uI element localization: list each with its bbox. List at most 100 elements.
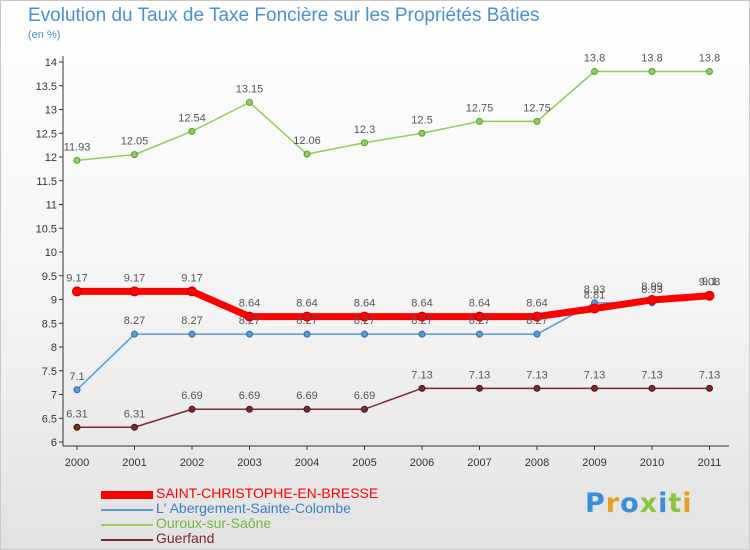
data-label: 6.69 xyxy=(239,390,260,402)
data-label: 8.93 xyxy=(641,284,662,296)
x-tick-label: 2008 xyxy=(525,457,549,469)
x-tick-label: 2011 xyxy=(698,457,722,469)
data-point xyxy=(188,330,196,338)
data-point xyxy=(418,129,426,137)
x-tick-label: 2000 xyxy=(65,457,89,469)
data-point xyxy=(73,423,81,431)
x-tick-label: 2003 xyxy=(237,457,261,469)
x-tick-label: 2005 xyxy=(352,457,376,469)
y-tick-label: 10 xyxy=(45,247,57,259)
series-line xyxy=(76,294,711,391)
data-label: 8.64 xyxy=(354,298,375,310)
legend-label: SAINT-CHRISTOPHE-EN-BRESSE xyxy=(156,485,379,501)
legend-swatch xyxy=(101,491,153,499)
data-point xyxy=(417,311,427,322)
data-point xyxy=(246,98,253,106)
data-label: 12.75 xyxy=(523,102,551,114)
y-tick-label: 9 xyxy=(51,295,57,307)
data-label: 9.17 xyxy=(181,272,202,284)
y-tick-label: 12.5 xyxy=(36,128,57,140)
data-point xyxy=(476,384,483,392)
y-tick-label: 12 xyxy=(45,152,57,164)
data-point xyxy=(73,156,81,164)
data-point xyxy=(589,303,600,314)
data-point xyxy=(188,405,196,413)
data-label: 8.27 xyxy=(124,315,145,327)
y-tick-label: 8 xyxy=(51,342,57,354)
data-label: 8.27 xyxy=(181,315,202,327)
data-label: 9.17 xyxy=(66,272,87,284)
y-tick-label: 13.5 xyxy=(36,81,57,93)
data-label: 8.64 xyxy=(469,298,490,310)
data-label: 12.3 xyxy=(354,124,375,136)
data-label: 7.13 xyxy=(469,369,490,381)
data-label: 8.93 xyxy=(584,284,605,296)
data-label: 12.05 xyxy=(121,136,149,148)
data-point xyxy=(246,405,253,413)
data-label: 6.31 xyxy=(124,408,145,420)
data-label: 12.06 xyxy=(293,135,321,147)
data-point xyxy=(533,384,541,392)
y-tick-label: 7.5 xyxy=(42,366,57,378)
y-tick-label: 6.5 xyxy=(42,413,57,425)
y-tick-label: 10.5 xyxy=(36,223,57,235)
series-line xyxy=(76,387,711,429)
x-tick-label: 2009 xyxy=(582,457,606,469)
data-label: 13.8 xyxy=(641,53,662,65)
data-point xyxy=(131,423,138,431)
data-label: 12.54 xyxy=(178,112,206,124)
data-point xyxy=(647,294,657,305)
data-label: 7.13 xyxy=(584,369,605,381)
y-tick-label: 9.5 xyxy=(42,271,57,283)
data-point xyxy=(706,384,713,392)
chart-title: Evolution du Taux de Taxe Foncière sur l… xyxy=(28,5,540,26)
data-point xyxy=(418,330,426,338)
y-tick-label: 14 xyxy=(45,57,57,69)
data-label: 8.27 xyxy=(526,315,547,327)
data-label: 6.69 xyxy=(296,390,317,402)
legend-swatch xyxy=(101,509,153,511)
data-label: 8.64 xyxy=(239,298,260,310)
data-label: 8.27 xyxy=(469,315,490,327)
data-point xyxy=(361,405,368,413)
legend-swatch xyxy=(101,524,153,526)
data-point xyxy=(129,286,140,297)
y-tick-label: 11.5 xyxy=(36,176,57,188)
data-label: 7.13 xyxy=(641,369,662,381)
data-point xyxy=(706,68,713,75)
y-unit-label: (en %) xyxy=(28,29,61,41)
x-tick-label: 2002 xyxy=(180,457,204,469)
legend-swatch xyxy=(101,539,153,541)
data-point xyxy=(303,405,311,413)
x-tick-label: 2007 xyxy=(467,457,491,469)
data-label: 8.27 xyxy=(296,315,317,327)
data-label: 8.27 xyxy=(411,315,432,327)
data-label: 7.13 xyxy=(411,369,432,381)
x-tick-label: 2001 xyxy=(122,457,146,469)
data-label: 8.64 xyxy=(526,298,547,310)
data-point xyxy=(246,330,253,338)
x-tick-label: 2006 xyxy=(410,457,434,469)
data-label: 6.31 xyxy=(66,408,87,420)
data-label: 9.1 xyxy=(702,276,717,288)
data-label: 11.93 xyxy=(64,141,91,153)
legend-label: Guerfand xyxy=(156,530,215,546)
data-label: 8.81 xyxy=(584,290,605,302)
y-tick-label: 11 xyxy=(46,200,57,212)
data-point xyxy=(476,117,483,125)
data-point xyxy=(303,150,311,158)
proxiti-logo: Proxiti xyxy=(585,488,693,519)
data-point xyxy=(361,330,368,338)
data-point xyxy=(591,384,598,392)
data-label: 12.5 xyxy=(411,114,432,126)
data-label: 13.8 xyxy=(699,53,720,65)
y-tick-label: 13 xyxy=(45,105,57,117)
x-tick-label: 2010 xyxy=(640,457,664,469)
data-point xyxy=(73,386,81,394)
data-point xyxy=(244,311,255,322)
series-line xyxy=(73,287,713,321)
data-point xyxy=(187,286,197,297)
data-point xyxy=(131,151,138,159)
